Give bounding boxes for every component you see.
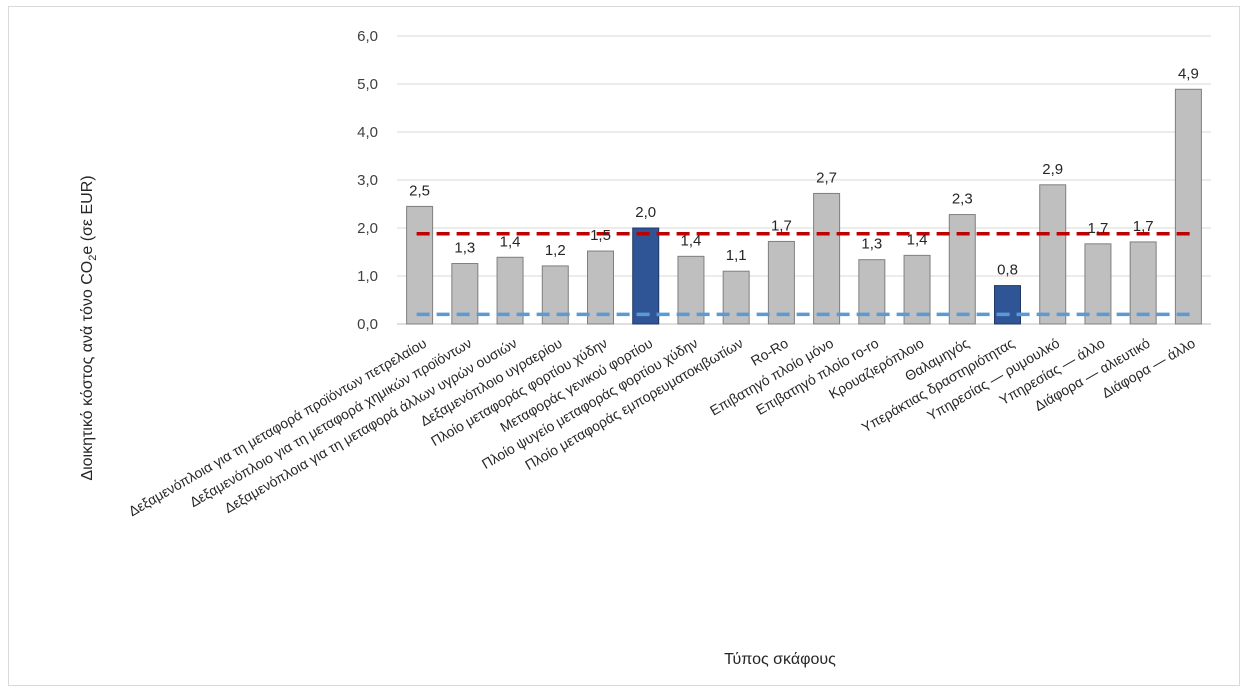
bar [1174, 88, 1202, 325]
bar [406, 205, 434, 325]
data-label: 1,4 [500, 233, 521, 250]
data-label: 1,5 [590, 227, 611, 244]
data-label: 1,7 [771, 217, 792, 234]
y-tick-label: 6,0 [357, 28, 378, 45]
x-axis-title: Τύπος σκάφους [724, 651, 836, 668]
bar [994, 285, 1021, 325]
category-labels: Δεξαμενόπλοια για τη μεταφορά προϊόντων … [126, 335, 1198, 520]
data-label: 0,8 [997, 262, 1018, 279]
data-label: 4,9 [1178, 65, 1199, 82]
bar [1084, 243, 1112, 325]
bars [406, 88, 1202, 325]
gridlines [397, 35, 1211, 325]
bar [903, 254, 931, 325]
data-label: 1,1 [726, 247, 747, 264]
bar [813, 192, 841, 325]
reference-lines [416, 232, 1192, 317]
bar [1039, 184, 1067, 325]
data-label: 1,3 [454, 240, 475, 257]
data-labels: 2,5 1,3 1,4 1,2 1,5 2,0 1,4 1,1 1,7 2,7 1,3 1,4 2,3 0… [409, 65, 1199, 278]
y-axis-ticks: 0,0 1,0 2,0 3,0 4,0 5,0 6,0 [357, 28, 378, 333]
data-label: 1,2 [545, 242, 566, 259]
data-label: 2,5 [409, 182, 430, 199]
y-axis-title: Διοικητικό κόστος ανά τόνο CO2e (σε EUR) [79, 175, 99, 480]
bar [1129, 241, 1157, 325]
chart-frame [8, 6, 1240, 686]
data-label: 1,7 [1088, 220, 1109, 237]
data-label: 1,4 [907, 231, 928, 248]
y-tick-label: 1,0 [357, 268, 378, 285]
y-tick-label: 4,0 [357, 124, 378, 141]
y-tick-label: 2,0 [357, 220, 378, 237]
bar [948, 214, 976, 325]
data-label: 1,4 [681, 232, 702, 249]
y-tick-label: 0,0 [357, 316, 378, 333]
y-tick-label: 5,0 [357, 76, 378, 93]
data-label: 2,0 [635, 204, 656, 221]
data-label: 1,3 [861, 236, 882, 253]
data-label: 2,9 [1042, 161, 1063, 178]
bar [632, 227, 660, 325]
data-label: 1,7 [1133, 218, 1154, 235]
y-tick-label: 3,0 [357, 172, 378, 189]
data-label: 2,7 [816, 169, 837, 186]
bar [767, 240, 795, 325]
data-label: 2,3 [952, 191, 973, 208]
bar [587, 250, 614, 325]
